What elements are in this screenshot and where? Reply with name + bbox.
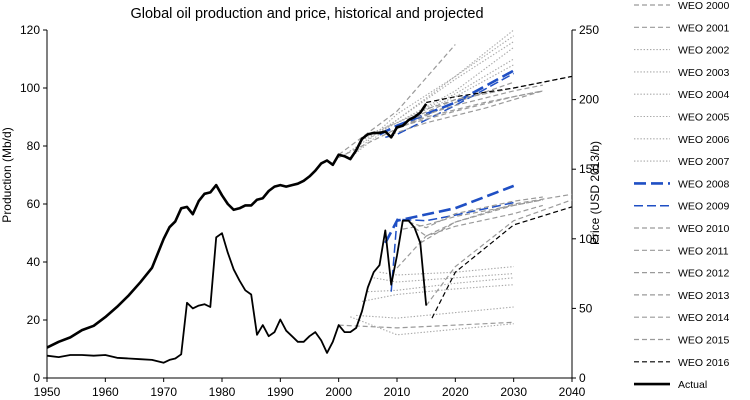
series-weo-2004 <box>355 35 515 153</box>
series-weo-2006-price <box>373 273 514 283</box>
y-left-tick-label: 100 <box>20 81 40 95</box>
legend-label: WEO 2007 <box>678 156 730 168</box>
series-weo-2014-price <box>419 193 573 244</box>
y-right-tick-label: 200 <box>579 93 599 107</box>
y-left-tick-label: 120 <box>20 23 40 37</box>
series-weo-2002 <box>344 29 515 156</box>
y-left-tick-label: 60 <box>27 197 41 211</box>
y-axis-right-label: Price (USD 2013/b) <box>588 141 602 245</box>
series-weo-2012-price <box>408 196 543 229</box>
x-tick-label: 2010 <box>384 385 411 399</box>
x-tick-label: 2040 <box>559 385 586 399</box>
chart-title: Global oil production and price, histori… <box>130 6 483 22</box>
y-left-tick-label: 80 <box>27 139 41 153</box>
series-weo-2015-price <box>425 199 573 306</box>
series-actual-price <box>46 219 428 364</box>
series-weo-2004-price <box>361 284 514 302</box>
series-weo-2003-price <box>356 306 514 319</box>
x-tick-label: 1970 <box>150 385 177 399</box>
series-weo-2007-price <box>379 266 514 276</box>
x-tick-label: 1990 <box>267 385 294 399</box>
series-weo-2013 <box>408 84 543 121</box>
legend-label: WEO 2002 <box>678 45 730 57</box>
series-weo-2016-price <box>431 206 573 319</box>
series-weo-2016 <box>426 75 573 104</box>
x-tick-label: 2000 <box>325 385 352 399</box>
y-right-tick-label: 100 <box>579 232 599 246</box>
legend-label: WEO 2015 <box>678 335 730 347</box>
x-tick-label: 2030 <box>500 385 527 399</box>
series-weo-2015 <box>420 75 573 112</box>
x-tick-label: 1960 <box>92 385 119 399</box>
x-tick-label: 1980 <box>209 385 236 399</box>
series-weo-2011-price <box>402 199 543 230</box>
series-weo-2008-price <box>384 184 515 244</box>
legend-label: WEO 2005 <box>678 112 730 124</box>
legend-label: WEO 2006 <box>678 134 730 146</box>
series-weo-2007 <box>373 58 514 135</box>
legend-label: Actual <box>678 379 707 391</box>
series-weo-2008 <box>378 69 515 136</box>
series-weo-2005-price <box>367 277 514 293</box>
series-weo-2006 <box>367 64 514 135</box>
legend-label: WEO 2001 <box>678 22 730 34</box>
series-weo-2000-price <box>338 321 514 329</box>
legend-label: WEO 2014 <box>678 312 730 324</box>
tick-labels: 1950 1960 1970 1980 1990 2000 2010 2020 2030 2040… <box>20 23 599 399</box>
x-tick-label: 2020 <box>442 385 469 399</box>
legend-label: WEO 2016 <box>678 357 730 369</box>
legend-label: WEO 2003 <box>678 67 730 79</box>
series-weo-2001 <box>338 44 456 156</box>
series-weo-2009-price <box>390 201 514 292</box>
y-left-tick-label: 40 <box>27 255 41 269</box>
series-weo-2002-price <box>350 316 514 336</box>
y-right-tick-label: 50 <box>579 301 593 315</box>
y-right-tick-label: 250 <box>579 23 599 37</box>
legend-label: WEO 2011 <box>678 245 729 257</box>
series-weo-2003 <box>349 41 514 159</box>
y-left-tick-label: 20 <box>27 313 41 327</box>
series-layer <box>46 29 573 364</box>
y-right-tick-label: 150 <box>579 162 599 176</box>
series-weo-2010 <box>391 90 543 135</box>
series-weo-2005 <box>361 46 515 141</box>
series-weo-2010-price <box>396 204 543 269</box>
y-left-tick-label: 0 <box>33 371 40 385</box>
y-axis-left-label: Production (Mb/d) <box>0 127 14 222</box>
legend-label: WEO 2012 <box>678 268 730 280</box>
legend-label: WEO 2004 <box>678 89 730 101</box>
legend-label: WEO 2009 <box>678 201 730 213</box>
legend-label: WEO 2013 <box>678 290 730 302</box>
series-actual-production <box>46 103 428 349</box>
legend-label: WEO 2008 <box>678 178 730 190</box>
y-right-tick-label: 0 <box>579 371 586 385</box>
series-weo-2013-price <box>414 199 543 237</box>
legend-label: WEO 2010 <box>678 223 730 235</box>
legend: WEO 2000 WEO 2001 WEO 2002 WEO 2003 WEO 2004… <box>634 0 730 391</box>
series-weo-2012 <box>402 90 543 127</box>
legend-label: WEO 2000 <box>678 0 730 12</box>
x-tick-label: 1950 <box>34 385 61 399</box>
